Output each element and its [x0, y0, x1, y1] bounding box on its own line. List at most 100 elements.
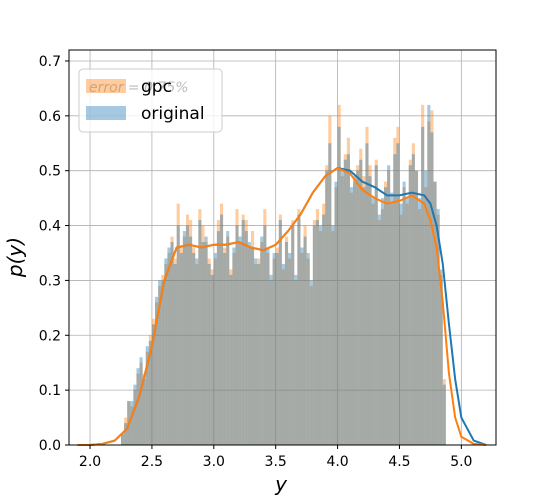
histogram-bar-original [303, 236, 307, 445]
histogram-bar-gpc [331, 231, 335, 445]
histogram-bar-original [328, 143, 332, 445]
histogram-bar-original [325, 170, 329, 445]
histogram-bar-gpc [210, 269, 214, 445]
histogram-bar-original [414, 170, 419, 445]
histogram-bar-original [284, 242, 289, 445]
histogram-bar-gpc [309, 285, 313, 445]
histogram-bar-original [232, 247, 236, 445]
histogram-bar-original [288, 252, 292, 445]
histogram-bar-original [173, 263, 177, 445]
histogram-bar-original [216, 231, 220, 445]
histogram-bar-gpc [241, 214, 245, 445]
y-tick-label: 0.6 [39, 109, 61, 125]
histogram-bar-gpc [414, 170, 419, 445]
error-annotation: error = 0.75% [89, 80, 189, 96]
histogram-bar-gpc [356, 165, 360, 446]
histogram-bar-original [254, 258, 258, 445]
histogram-bar-original [213, 252, 217, 445]
histogram-bar-gpc [436, 214, 440, 445]
histogram-bar-gpc [192, 247, 196, 445]
histogram-bar-original [198, 220, 202, 445]
x-tick-label: 5.0 [450, 454, 472, 470]
x-tick-label: 3.0 [203, 454, 225, 470]
histogram-bar-gpc [204, 242, 208, 445]
histogram-bar-gpc [238, 242, 242, 445]
histogram-bar-gpc [139, 362, 143, 445]
histogram-bar-gpc [365, 126, 369, 446]
histogram-bar-gpc [319, 231, 323, 445]
histogram-bar-gpc [213, 258, 217, 445]
histogram-bar-original [309, 280, 313, 445]
histogram-bar-original [390, 192, 394, 445]
histogram-bar-gpc [167, 252, 171, 445]
histogram-bar-original [139, 357, 143, 445]
histogram-bar-gpc [359, 148, 363, 445]
histogram-bar-original [176, 225, 180, 445]
histogram-bar-gpc [198, 209, 202, 445]
histogram-bar-original [238, 236, 242, 445]
histogram-bar-gpc [353, 181, 357, 445]
histogram-bar-original [427, 104, 431, 445]
histogram-bar-gpc [195, 263, 199, 445]
histogram-bar-gpc [300, 252, 304, 445]
histogram-bar-original [421, 126, 425, 446]
histogram-bar-gpc [272, 258, 276, 445]
histogram-bar-original [294, 274, 298, 445]
histogram-bar-gpc [182, 236, 186, 445]
histogram-bar-gpc [424, 187, 428, 445]
histogram-bar-gpc [362, 176, 366, 446]
y-tick-label: 0.0 [39, 438, 61, 454]
histogram-bar-original [356, 170, 360, 445]
histogram-bar-gpc [306, 258, 310, 445]
histogram-bar-gpc [312, 220, 316, 445]
histogram-bar-gpc [322, 203, 326, 445]
kde-line-gpc-kde- [77, 166, 487, 446]
histogram-bar-gpc [427, 121, 431, 445]
histogram-bar-gpc [421, 104, 425, 445]
histogram-bar-original [418, 198, 422, 445]
histogram-bar-gpc [120, 434, 125, 445]
x-tick-label: 4.0 [326, 454, 348, 470]
histogram-bar-gpc [374, 159, 378, 445]
histogram-bar-original [275, 252, 279, 445]
histogram-bar-gpc [223, 247, 227, 445]
histogram-bar-gpc [176, 203, 180, 445]
histogram-bar-gpc [260, 242, 264, 445]
histogram-bar-gpc [303, 225, 307, 445]
histogram-bar-original [142, 379, 146, 445]
histogram-bar-gpc [235, 209, 239, 445]
histogram-bar-original [179, 252, 183, 445]
histogram-bar-original [430, 132, 434, 445]
histogram-bar-gpc [201, 225, 205, 445]
histogram-bar-original [439, 269, 443, 445]
histogram-bar-gpc [130, 406, 134, 445]
histogram-bar-original [241, 220, 245, 445]
histogram-bar-gpc [263, 209, 267, 445]
histogram-bar-original [402, 181, 406, 445]
histogram-bar-original [306, 252, 310, 445]
histogram-bar-original [272, 252, 276, 445]
histogram-bar-gpc [179, 247, 183, 445]
x-tick-label: 3.5 [265, 454, 287, 470]
histogram-bar-gpc [164, 263, 168, 445]
histogram-bar-gpc [349, 192, 354, 445]
x-axis-label: y [274, 472, 288, 496]
histogram-bar-original [207, 263, 211, 445]
histogram-bar-original [359, 159, 363, 445]
histogram-bar-original [322, 214, 326, 445]
legend-label-gpc: gpc [141, 77, 172, 97]
histogram-bar-original [130, 401, 134, 445]
histogram-bar-original [340, 170, 344, 445]
histogram-bar-gpc [229, 269, 233, 445]
histogram-bar-gpc [133, 390, 137, 445]
histogram-bar-original [331, 225, 335, 445]
histogram-bar-gpc [411, 143, 415, 445]
histogram-bar-gpc [433, 181, 437, 445]
histogram-bar-original [269, 274, 273, 445]
legend-label-original: original [141, 104, 205, 124]
histogram-bar-original [145, 346, 149, 445]
histogram-bar-original [136, 368, 140, 445]
histogram-bar-gpc [399, 214, 403, 445]
histogram-bar-original [334, 181, 338, 445]
